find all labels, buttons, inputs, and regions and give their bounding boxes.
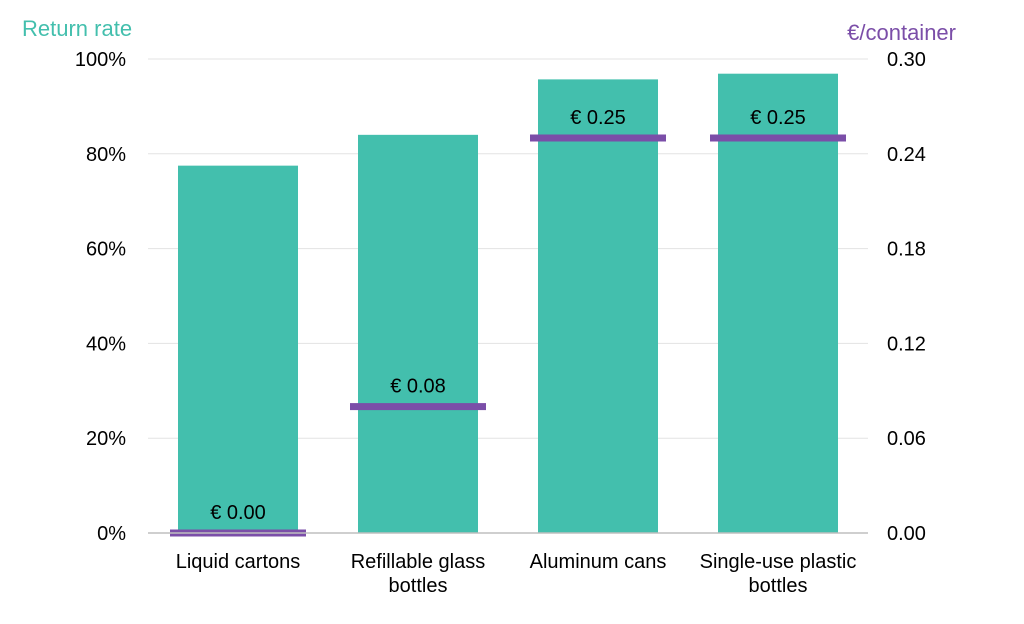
- data-label: € 0.08: [390, 376, 446, 398]
- bar: [178, 165, 298, 533]
- data-labels: € 0.00 € 0.08 € 0.25 € 0.25: [210, 107, 806, 524]
- right-axis: 0.00 0.06 0.12 0.18 0.24 0.30: [887, 49, 926, 545]
- left-tick-label: 60%: [86, 239, 126, 261]
- right-tick-label: 0.18: [887, 239, 926, 261]
- bar: [358, 134, 478, 533]
- bar: [718, 73, 838, 533]
- left-axis-title: Return rate: [22, 16, 132, 41]
- price-marker: [350, 403, 486, 411]
- left-tick-label: 40%: [86, 333, 126, 355]
- data-label: € 0.00: [210, 502, 266, 524]
- data-label: € 0.25: [750, 107, 806, 129]
- right-tick-label: 0.06: [887, 428, 926, 450]
- data-label: € 0.25: [570, 107, 626, 129]
- left-tick-label: 20%: [86, 428, 126, 450]
- category-label: Refillable glass bottles: [351, 551, 486, 597]
- right-axis-title: €/container: [847, 20, 956, 45]
- category-axis: Liquid cartons Refillable glass bottles Alu…: [176, 551, 857, 597]
- bar: [538, 79, 658, 534]
- bars: [178, 73, 838, 534]
- right-tick-label: 0.30: [887, 49, 926, 71]
- price-marker: [710, 134, 846, 142]
- right-tick-label: 0.24: [887, 144, 926, 166]
- left-tick-label: 0%: [97, 523, 126, 545]
- category-label: Liquid cartons: [176, 551, 301, 573]
- left-tick-label: 100%: [75, 49, 126, 71]
- right-tick-label: 0.00: [887, 523, 926, 545]
- right-tick-label: 0.12: [887, 333, 926, 355]
- left-tick-label: 80%: [86, 144, 126, 166]
- category-label: Aluminum cans: [530, 551, 667, 573]
- left-axis: 0% 20% 40% 60% 80% 100%: [75, 49, 126, 545]
- price-marker: [530, 134, 666, 142]
- category-label: Single-use plastic bottles: [700, 551, 857, 597]
